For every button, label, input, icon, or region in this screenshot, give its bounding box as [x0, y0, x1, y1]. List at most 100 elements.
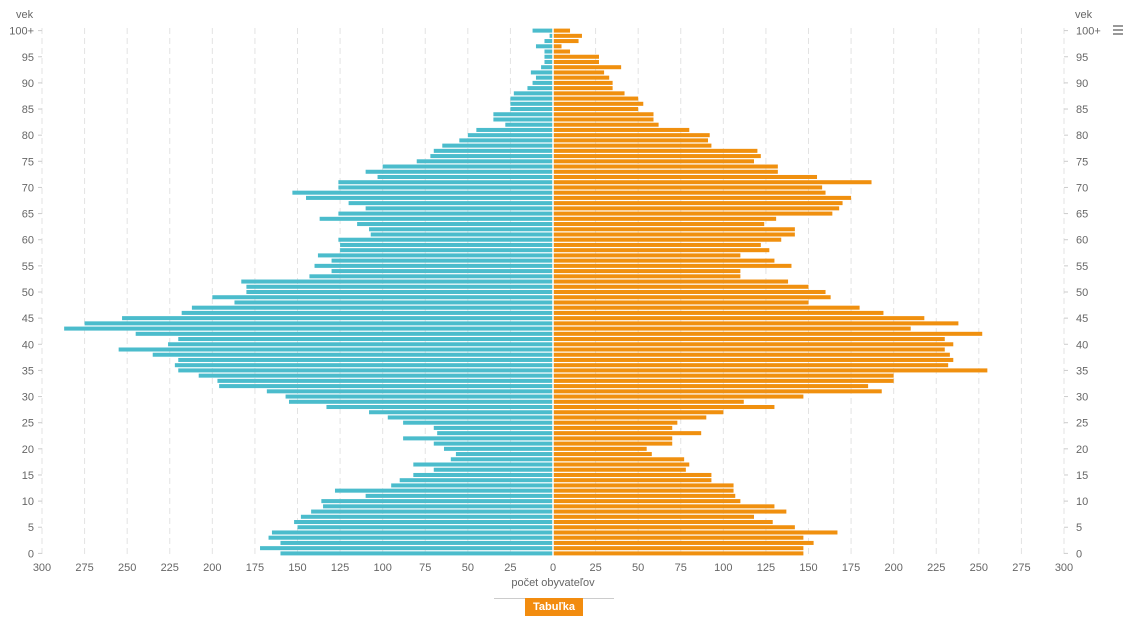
bar-right-96: [553, 49, 571, 54]
table-button[interactable]: Tabuľka: [525, 598, 583, 616]
bar-right-58: [553, 248, 770, 253]
bar-left-79: [459, 138, 553, 143]
x-tick-label: 175: [246, 562, 264, 574]
y-tick-label-left: 40: [22, 339, 34, 351]
y-tick-label-left: 90: [22, 78, 34, 90]
bar-right-37: [553, 357, 954, 362]
y-tick-label-left: 5: [28, 522, 34, 534]
y-tick-label-right: 10: [1076, 496, 1088, 508]
bar-right-31: [553, 389, 882, 394]
bar-left-39: [118, 347, 554, 352]
bar-left-64: [319, 216, 553, 221]
y-tick-label-right: 75: [1076, 156, 1088, 168]
bar-left-69: [292, 190, 553, 195]
bar-left-20: [443, 446, 553, 451]
bar-left-24: [433, 425, 553, 430]
bar-right-17: [553, 462, 690, 467]
x-tick-label: 50: [462, 562, 474, 574]
bar-left-80: [467, 133, 553, 138]
bar-left-82: [505, 122, 553, 127]
bar-left-97: [535, 44, 553, 49]
bar-left-67: [348, 201, 553, 206]
hamburger-menu-icon[interactable]: [1113, 25, 1123, 37]
bar-right-39: [553, 347, 945, 352]
y-tick-label-right: 35: [1076, 365, 1088, 377]
bar-right-67: [553, 201, 843, 206]
bar-left-13: [391, 483, 553, 488]
bar-right-66: [553, 206, 840, 211]
bar-right-89: [553, 86, 613, 91]
bar-left-92: [530, 70, 553, 75]
bar-right-82: [553, 122, 659, 127]
bar-right-68: [553, 195, 852, 200]
bar-left-15: [413, 472, 553, 477]
bar-right-24: [553, 425, 673, 430]
bar-left-28: [326, 404, 553, 410]
y-tick-label-left: 50: [22, 287, 34, 299]
bar-left-75: [416, 159, 553, 164]
bar-left-34: [198, 373, 553, 378]
bar-left-9: [323, 504, 553, 509]
bar-right-92: [553, 70, 605, 75]
x-tick-label: 275: [1012, 562, 1030, 574]
y-tick-label-right: 50: [1076, 287, 1088, 299]
bar-left-36: [174, 363, 554, 368]
bar-left-88: [513, 91, 553, 96]
y-tick-label-left: 75: [22, 156, 34, 168]
x-tick-label: 0: [550, 562, 556, 574]
y-tick-label-left: 30: [22, 392, 34, 404]
bar-right-56: [553, 258, 775, 263]
x-tick-label: 300: [33, 562, 51, 574]
bar-right-22: [553, 436, 673, 441]
bar-left-14: [399, 478, 553, 483]
bar-left-52: [241, 279, 554, 284]
x-axis-ticks: 300 275 250 225 200 175 150 125 100 75 50 25 0 25 50 75…: [33, 562, 1073, 574]
bar-right-90: [553, 80, 613, 85]
y-tick-label-left: 25: [22, 418, 34, 430]
bar-left-46: [181, 310, 553, 315]
y-tick-label-right: 100+: [1076, 26, 1101, 38]
bar-left-63: [357, 222, 553, 227]
y-tick-label-left: 0: [28, 548, 34, 560]
bar-right-30: [553, 394, 804, 399]
bar-left-5: [297, 525, 553, 530]
bar-left-85: [510, 107, 553, 112]
bar-left-18: [450, 457, 553, 462]
y-tick-label-right: 60: [1076, 235, 1088, 247]
bar-right-38: [553, 352, 950, 357]
y-tick-label-left: 20: [22, 444, 34, 456]
bar-right-64: [553, 216, 777, 221]
bar-right-95: [553, 54, 599, 59]
x-tick-label: 200: [884, 562, 902, 574]
bar-left-50: [246, 289, 553, 295]
bar-right-20: [553, 446, 647, 451]
y-tick-label-right: 0: [1076, 548, 1082, 560]
x-tick-label: 150: [799, 562, 817, 574]
bar-right-19: [553, 452, 652, 457]
y-tick-label-left: 45: [22, 313, 34, 325]
menu-bar: [1113, 29, 1123, 31]
bar-left-90: [532, 80, 553, 85]
y-axis-title-right: vek: [1075, 9, 1093, 21]
bar-left-49: [212, 295, 554, 300]
y-tick-label-left: 55: [22, 261, 34, 273]
bar-left-23: [437, 431, 553, 436]
bar-left-62: [369, 227, 553, 232]
bar-left-35: [178, 368, 553, 373]
bar-right-3: [553, 535, 804, 540]
y-axis-ticks-right: 0 5 10 15 20 25 30 35 40 45 50 55 60 65 70 75 80 85 90 95 10…: [1064, 26, 1101, 560]
bar-left-11: [365, 493, 553, 498]
bar-right-21: [553, 441, 673, 446]
bar-left-25: [403, 420, 553, 425]
bar-right-35: [553, 368, 988, 373]
bar-right-78: [553, 143, 712, 148]
bar-right-1: [553, 546, 804, 551]
bar-left-21: [433, 441, 553, 446]
y-tick-label-right: 55: [1076, 261, 1088, 273]
y-tick-label-left: 10: [22, 496, 34, 508]
bar-left-68: [306, 195, 553, 200]
bar-right-100+: [553, 28, 571, 33]
x-tick-label: 50: [632, 562, 644, 574]
bar-left-78: [442, 143, 553, 148]
bar-left-100+: [532, 28, 553, 33]
